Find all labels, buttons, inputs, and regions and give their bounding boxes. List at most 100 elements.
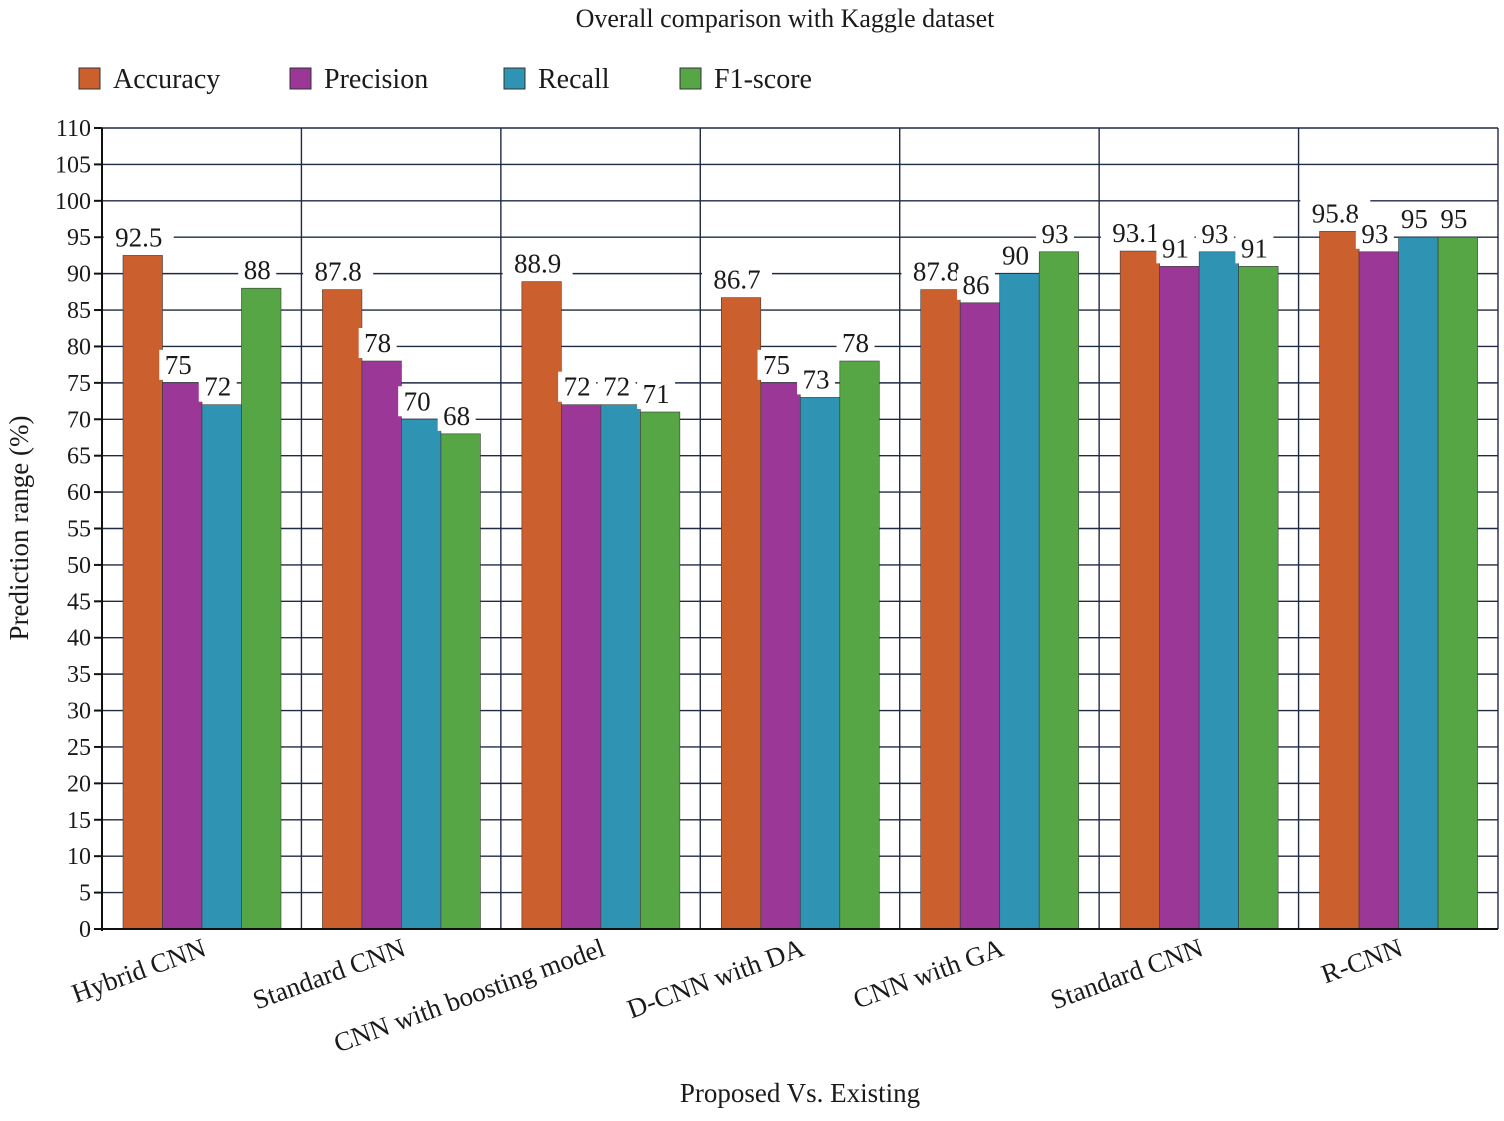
bar <box>920 289 961 930</box>
data-label: 90 <box>1002 241 1029 271</box>
x-tick-label: Standard CNN <box>1047 932 1207 1015</box>
data-label-bg <box>1235 233 1274 264</box>
bar <box>322 289 363 930</box>
data-label: 75 <box>763 350 790 380</box>
data-label: 86 <box>962 270 989 300</box>
y-tick-label: 50 <box>67 553 91 579</box>
data-label-bg <box>1355 218 1394 249</box>
data-label: 78 <box>364 328 391 358</box>
y-tick-label: 105 <box>55 152 91 178</box>
bar <box>799 397 841 930</box>
bar <box>440 433 481 930</box>
y-tick-label: 95 <box>67 225 91 251</box>
data-label-bg <box>1035 218 1074 249</box>
bar <box>1319 231 1360 930</box>
data-label: 70 <box>404 386 431 416</box>
data-label: 88.9 <box>514 249 561 279</box>
data-label-bg <box>437 400 476 431</box>
data-label: 75 <box>165 350 192 380</box>
data-label-bg <box>558 371 597 402</box>
data-label-bg <box>103 222 174 253</box>
bar <box>959 302 1001 930</box>
bars <box>122 231 1478 930</box>
data-label: 87.8 <box>315 257 362 287</box>
data-label-bg <box>1434 204 1473 235</box>
bar <box>241 287 282 930</box>
bar <box>999 273 1040 930</box>
data-label-bg <box>702 264 773 295</box>
y-tick-label: 100 <box>55 189 91 215</box>
x-tick-label: D-CNN with DA <box>623 932 809 1024</box>
legend-item: Recall <box>503 64 610 95</box>
y-tick-label: 70 <box>67 407 91 433</box>
legend-item: Precision <box>289 64 428 95</box>
y-tick-label: 5 <box>79 881 91 907</box>
data-label: 93 <box>1201 219 1228 249</box>
y-tick-label: 30 <box>67 699 91 725</box>
legend-item: Accuracy <box>78 64 220 95</box>
data-label-bg <box>398 386 437 417</box>
y-tick-label: 0 <box>79 917 91 943</box>
data-label: 92.5 <box>115 222 162 252</box>
data-label: 72 <box>564 372 591 402</box>
bar <box>640 411 681 930</box>
x-axis-label: Proposed Vs. Existing <box>680 1078 920 1108</box>
x-tick-label: Hybrid CNN <box>68 932 210 1008</box>
data-label: 71 <box>643 379 670 409</box>
bar <box>1238 266 1279 930</box>
x-tick-label: Standard CNN <box>249 932 409 1015</box>
data-label-bg <box>1156 233 1195 264</box>
data-label: 78 <box>842 328 869 358</box>
data-label-bg <box>637 378 676 409</box>
bar <box>162 382 203 930</box>
bar <box>1119 250 1160 930</box>
legend-swatch <box>679 67 702 90</box>
data-label: 93 <box>1041 219 1068 249</box>
y-tick-label: 85 <box>67 298 91 324</box>
y-tick-label: 20 <box>67 771 91 797</box>
y-tick-label: 80 <box>67 334 91 360</box>
data-label: 93 <box>1361 219 1388 249</box>
data-label-bg <box>836 328 875 359</box>
legend-item: F1-score <box>679 64 812 95</box>
data-label: 87.8 <box>913 257 960 287</box>
y-tick-label: 60 <box>67 480 91 506</box>
y-tick-label: 110 <box>56 116 91 142</box>
data-label-bg <box>797 364 836 395</box>
bar <box>201 404 242 930</box>
y-tick-label: 55 <box>67 517 91 543</box>
bar <box>839 360 880 930</box>
data-label-bg <box>238 255 277 286</box>
data-label: 73 <box>803 364 830 394</box>
y-axis-label: Prediction range (%) <box>4 416 34 641</box>
data-label: 91 <box>1241 233 1268 263</box>
data-label-bg <box>757 349 796 380</box>
bar <box>122 255 163 930</box>
data-label-bg <box>159 349 198 380</box>
y-tick-label: 45 <box>67 589 91 615</box>
y-axis: 0 5 10 15 20 25 30 35 40 45 50 55 60 65 70 75 80 85 90 95 10… <box>55 116 1498 943</box>
data-label: 72 <box>603 372 630 402</box>
data-label-bg <box>502 248 573 279</box>
data-label-bg <box>1395 204 1434 235</box>
x-tick-label: CNN with GA <box>849 932 1008 1014</box>
legend-label: Precision <box>324 64 428 95</box>
legend-swatch <box>289 67 312 90</box>
bar <box>1159 266 1200 930</box>
bar <box>1358 251 1399 930</box>
legend-label: Recall <box>538 64 610 95</box>
legend-swatch <box>78 67 101 90</box>
y-tick-label: 65 <box>67 444 91 470</box>
bar <box>521 281 562 930</box>
data-label-bg <box>956 269 995 300</box>
legend-label: F1-score <box>714 64 812 95</box>
data-label: 95.8 <box>1312 198 1359 228</box>
data-label-bg <box>597 371 636 402</box>
legend: Accuracy Precision Recall F1-score <box>78 64 812 95</box>
data-label-bg <box>996 240 1035 271</box>
bar <box>401 418 442 930</box>
data-label: 95 <box>1440 204 1467 234</box>
bar <box>1198 251 1239 930</box>
bar <box>361 360 402 930</box>
